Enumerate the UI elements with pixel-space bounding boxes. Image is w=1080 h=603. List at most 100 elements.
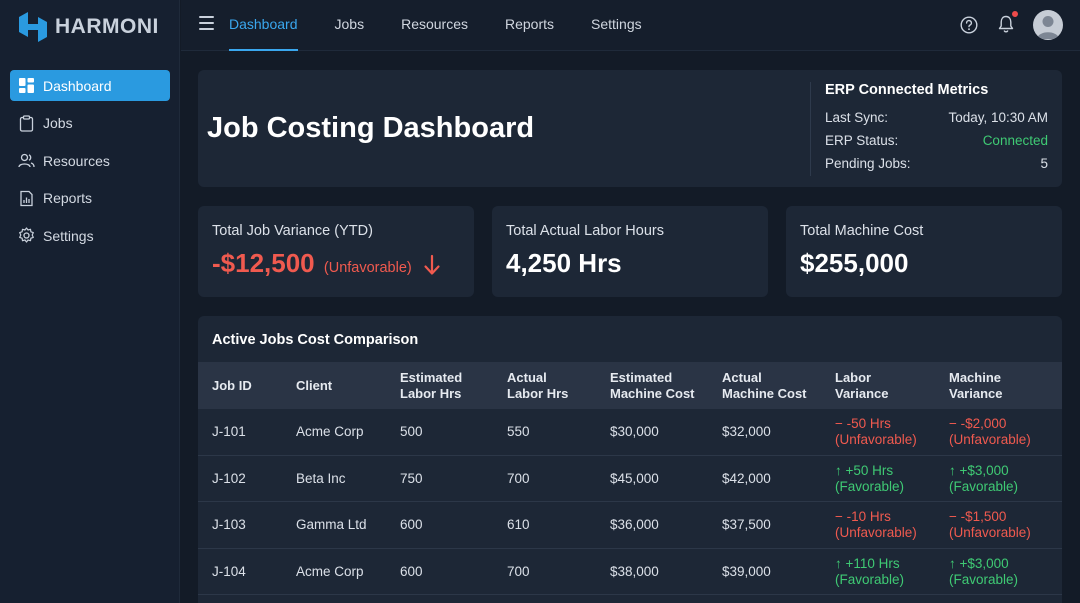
- tab-dashboard[interactable]: Dashboard: [229, 0, 298, 51]
- kpi-card-machine-cost: Total Machine Cost $255,000: [786, 206, 1062, 297]
- cell-est-machine: $36,000: [610, 517, 659, 532]
- cell-labor-variance: − -50 Hrs (Unfavorable): [835, 416, 917, 447]
- column-header-job-id[interactable]: Job ID: [212, 377, 252, 393]
- cell-act-labor: 700: [507, 563, 530, 579]
- column-header-act-machine[interactable]: Actual Machine Cost: [722, 369, 807, 401]
- column-header-act-labor[interactable]: Actual Labor Hrs: [507, 369, 569, 401]
- cell-act-machine: $42,000: [722, 470, 771, 486]
- column-header-labor-variance[interactable]: Labor Variance: [835, 369, 889, 401]
- cell-labor-variance: ↑ +50 Hrs (Favorable): [835, 462, 905, 494]
- cell-machine-variance: ↑ +$3,000 (Favorable): [949, 555, 1019, 587]
- table-body: J-101 Acme Corp 500 550 $30,000 $32,000 …: [198, 409, 1062, 595]
- erp-label: Pending Jobs:: [825, 156, 911, 171]
- kpi-value: 4,250 Hrs: [506, 248, 622, 278]
- dashboard-header: Job Costing Dashboard ERP Connected Metr…: [198, 70, 1062, 187]
- erp-label: ERP Status:: [825, 133, 899, 148]
- cell-act-labor: 550: [507, 424, 530, 439]
- cell-est-labor: 600: [400, 563, 423, 579]
- harmoni-logo-icon: [19, 12, 47, 42]
- sidebar: HARMONI Dashboard Jobs Resources Reports: [0, 0, 180, 603]
- kpi-label: Total Actual Labor Hours: [506, 223, 664, 239]
- jobs-table-card: Active Jobs Cost Comparison Job ID Clien…: [198, 316, 1062, 603]
- kpi-label: Total Job Variance (YTD): [212, 223, 373, 239]
- cell-labor-variance: − -10 Hrs (Unfavorable): [835, 509, 917, 540]
- notification-badge: [1012, 11, 1018, 17]
- cell-machine-variance: − -$1,500 (Unfavorable): [949, 509, 1031, 540]
- column-header-est-labor[interactable]: Estimated Labor Hrs: [400, 369, 463, 401]
- logo[interactable]: HARMONI: [16, 9, 159, 45]
- erp-row-pending: Pending Jobs: 5: [825, 152, 1048, 175]
- tab-resources[interactable]: Resources: [401, 16, 468, 32]
- brand-name: HARMONI: [55, 15, 159, 38]
- users-icon: [18, 152, 35, 169]
- gear-icon: [18, 227, 35, 244]
- erp-metrics: ERP Connected Metrics Last Sync: Today, …: [825, 82, 1048, 175]
- kpi-card-labor-hours: Total Actual Labor Hours 4,250 Hrs: [492, 206, 768, 297]
- sidebar-item-resources[interactable]: Resources: [10, 145, 170, 176]
- sidebar-item-label: Resources: [43, 152, 110, 169]
- sidebar-item-settings[interactable]: Settings: [10, 220, 170, 251]
- erp-status-value: Connected: [982, 133, 1048, 148]
- kpi-note: (Unfavorable): [323, 260, 412, 276]
- report-icon: [18, 190, 35, 207]
- sidebar-nav: Dashboard Jobs Resources Reports Setting…: [10, 70, 170, 258]
- table-header: Job ID Client Estimated Labor Hrs Actual L…: [198, 362, 1062, 409]
- dashboard-icon: [18, 77, 35, 94]
- cell-labor-variance: ↑ +110 Hrs (Favorable): [835, 555, 905, 587]
- erp-title: ERP Connected Metrics: [825, 82, 989, 98]
- kpi-label: Total Machine Cost: [800, 223, 924, 239]
- sidebar-item-jobs[interactable]: Jobs: [10, 108, 170, 139]
- erp-row-last-sync: Last Sync: Today, 10:30 AM: [825, 106, 1048, 129]
- cell-machine-variance: − -$2,000 (Unfavorable): [949, 416, 1031, 447]
- user-avatar-icon: [1037, 16, 1059, 39]
- cell-act-machine: $37,500: [722, 517, 771, 532]
- avatar[interactable]: [1033, 10, 1063, 40]
- cell-job-id: J-104: [212, 563, 246, 579]
- bell-icon[interactable]: [997, 14, 1015, 34]
- cell-est-machine: $38,000: [610, 563, 659, 579]
- erp-row-status: ERP Status: Connected: [825, 129, 1048, 152]
- arrow-down-icon: [424, 255, 440, 275]
- cell-est-labor: 750: [400, 470, 423, 486]
- sidebar-item-dashboard[interactable]: Dashboard: [10, 70, 170, 101]
- menu-icon[interactable]: [199, 16, 214, 32]
- sidebar-item-label: Reports: [43, 190, 93, 206]
- cell-est-labor: 500: [400, 424, 423, 439]
- cell-client: Gamma Ltd: [296, 517, 367, 532]
- tab-reports[interactable]: Reports: [505, 16, 555, 32]
- cell-act-labor: 700: [507, 470, 530, 486]
- table-row[interactable]: J-103 Gamma Ltd 600 610 $36,000 $37,500 …: [198, 502, 1062, 549]
- help-icon[interactable]: [960, 16, 978, 34]
- column-header-client[interactable]: Client: [296, 377, 333, 393]
- cell-client: Acme Corp: [296, 563, 364, 579]
- page-title: Job Costing Dashboard: [207, 112, 535, 144]
- sidebar-item-reports[interactable]: Reports: [10, 183, 170, 214]
- erp-value: Today, 10:30 AM: [948, 110, 1048, 125]
- cell-act-labor: 610: [507, 517, 530, 532]
- column-header-machine-variance[interactable]: Machine Variance: [949, 369, 1003, 401]
- table-title: Active Jobs Cost Comparison: [212, 332, 419, 348]
- clipboard-icon: [18, 114, 35, 132]
- cell-act-machine: $39,000: [722, 563, 771, 579]
- tab-settings[interactable]: Settings: [591, 16, 642, 32]
- table-row[interactable]: J-101 Acme Corp 500 550 $30,000 $32,000 …: [198, 409, 1062, 456]
- kpi-value-text: -$12,500: [212, 248, 315, 278]
- cell-client: Beta Inc: [296, 470, 346, 486]
- erp-value: 5: [1040, 156, 1048, 171]
- cell-client: Acme Corp: [296, 424, 364, 439]
- top-bar: Dashboard Jobs Resources Reports Setting…: [181, 0, 1080, 51]
- kpi-card-variance: Total Job Variance (YTD) -$12,500 (Unfav…: [198, 206, 474, 297]
- cell-est-machine: $45,000: [610, 470, 659, 486]
- table-row[interactable]: J-104 Acme Corp 600 700 $38,000 $39,000 …: [198, 549, 1062, 595]
- kpi-value: $255,000: [800, 248, 909, 278]
- cell-job-id: J-101: [212, 424, 246, 439]
- cell-est-labor: 600: [400, 517, 423, 532]
- cell-est-machine: $30,000: [610, 424, 659, 439]
- kpi-value: -$12,500 (Unfavorable): [212, 248, 441, 279]
- cell-machine-variance: ↑ +$3,000 (Favorable): [949, 462, 1019, 494]
- table-row[interactable]: J-102 Beta Inc 750 700 $45,000 $42,000 ↑…: [198, 456, 1062, 502]
- erp-label: Last Sync:: [825, 110, 889, 125]
- sidebar-item-label: Settings: [43, 227, 94, 244]
- column-header-est-machine[interactable]: Estimated Machine Cost: [610, 369, 695, 401]
- tab-jobs[interactable]: Jobs: [334, 16, 365, 32]
